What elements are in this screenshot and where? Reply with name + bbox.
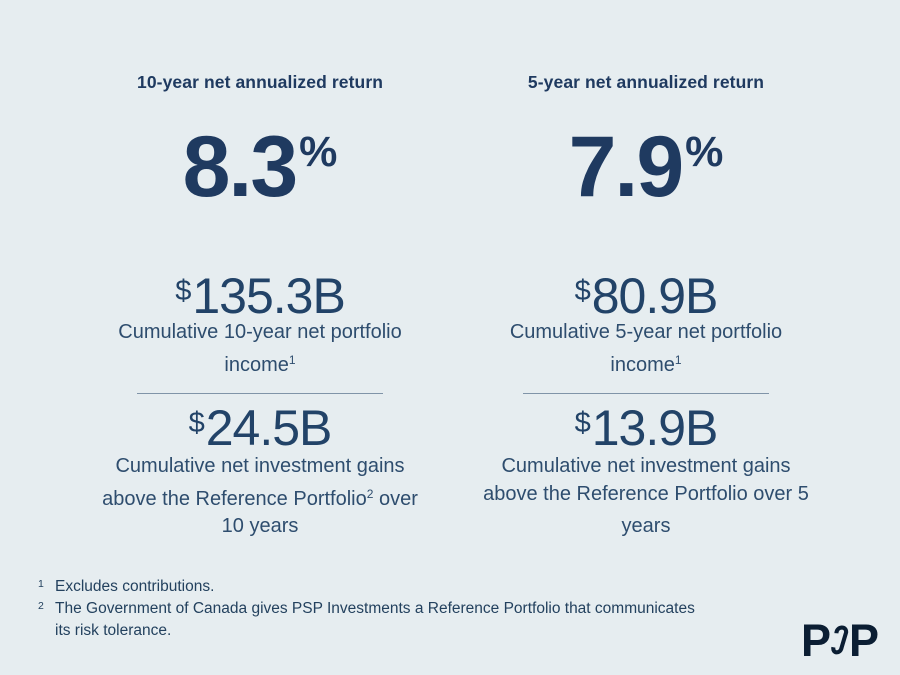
logo-letter-p-right: P <box>848 615 879 666</box>
income-caption-10-year: Cumulative 10-year net portfolio income1 <box>90 319 430 379</box>
dollar-sign: $ <box>574 275 591 307</box>
income-amount: 80.9B <box>591 268 719 324</box>
footnotes: 1 Excludes contributions. 2 The Governme… <box>38 576 778 642</box>
gains-caption-5-year: Cumulative net investment gains above th… <box>476 453 816 541</box>
column-10-year: 10-year net annualized return 8.3% $135.… <box>90 0 430 675</box>
footnote-ref-1: 1 <box>288 352 296 367</box>
caption-line: Cumulative net investment <box>501 455 738 477</box>
footnote-2: 2 The Government of Canada gives PSP Inv… <box>38 598 778 642</box>
footnote-text: The Government of Canada gives PSP Inves… <box>55 600 695 617</box>
column-5-year: 5-year net annualized return 7.9% $80.9B… <box>476 0 816 675</box>
gains-amount: 24.5B <box>205 400 333 456</box>
logo-letter-p-left: P <box>800 615 831 666</box>
footnote-text: Excludes contributions. <box>55 578 215 595</box>
return-number: 8.3 <box>182 119 299 215</box>
caption-line: Cumulative net investment <box>115 455 352 477</box>
column-title-10-year: 10-year net annualized return <box>136 72 384 92</box>
percent-sign: % <box>685 128 724 176</box>
footnote-text: its risk tolerance. <box>55 622 172 639</box>
caption-line: gains above the Reference <box>102 455 405 510</box>
caption-line: Cumulative 10-year <box>118 321 292 343</box>
return-value-5-year: 7.9% <box>476 124 816 210</box>
dollar-sign: $ <box>574 407 591 439</box>
dollar-sign: $ <box>175 275 192 307</box>
gains-value-5-year: $13.9B <box>476 403 816 453</box>
income-amount: 135.3B <box>192 268 345 324</box>
column-divider <box>137 393 383 394</box>
footnote-marker-2: 2 <box>38 600 44 612</box>
caption-line: gains above the Reference <box>483 455 791 505</box>
gains-amount: 13.9B <box>591 400 719 456</box>
footnote-marker-1: 1 <box>38 578 44 590</box>
income-caption-5-year: Cumulative 5-year net portfolio income1 <box>476 319 816 379</box>
caption-line: Portfolio over 5 years <box>621 482 809 538</box>
caption-line: net portfolio income <box>224 321 402 376</box>
footnote-ref-2: 2 <box>366 486 374 501</box>
footnote-ref-1: 1 <box>674 352 682 367</box>
gains-caption-10-year: Cumulative net investment gains above th… <box>90 453 430 541</box>
percent-sign: % <box>299 128 338 176</box>
psp-logo: P P <box>800 615 879 666</box>
return-value-10-year: 8.3% <box>90 124 430 210</box>
caption-line: net portfolio income <box>610 321 783 376</box>
logo-s-glyph-icon <box>831 625 849 654</box>
caption-line: Cumulative 5-year <box>509 321 673 343</box>
column-divider <box>523 393 769 394</box>
income-value-5-year: $80.9B <box>476 271 816 321</box>
caption-line: Portfolio2 over 10 years <box>221 486 418 538</box>
return-number: 7.9 <box>568 119 685 215</box>
income-value-10-year: $135.3B <box>90 271 430 321</box>
footnote-1: 1 Excludes contributions. <box>38 576 778 598</box>
dollar-sign: $ <box>188 407 205 439</box>
gains-value-10-year: $24.5B <box>90 403 430 453</box>
column-title-5-year: 5-year net annualized return <box>527 72 765 92</box>
